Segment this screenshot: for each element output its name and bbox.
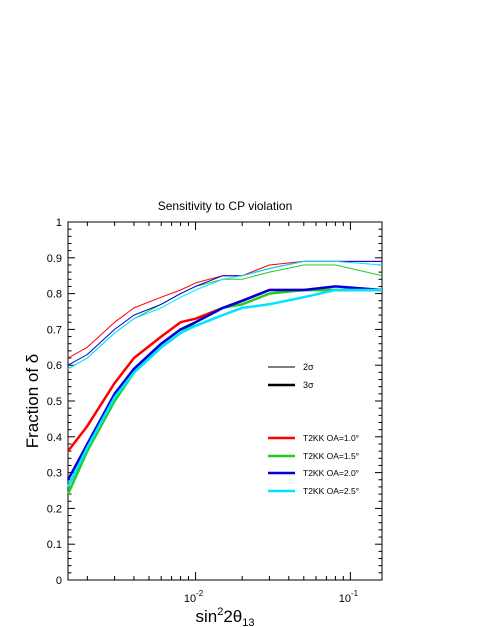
x-tick-label: 10-1	[339, 589, 359, 605]
legend-style-label: 3σ	[303, 380, 314, 390]
x-tick-label-base: 10	[339, 593, 351, 605]
x-axis-label-sub: 13	[242, 617, 254, 627]
legend: 2σ 3σ T2KK OA=1.0° T2KK OA=1.5° T2KK OA=2.0°…	[268, 362, 359, 496]
y-tick-label: 0	[56, 575, 62, 587]
x-axis-label-base: sin	[195, 607, 217, 626]
legend-label: T2KK OA=1.5°	[303, 451, 359, 461]
x-tick-label: 10-2	[184, 589, 204, 605]
y-tick-label: 0.9	[47, 253, 62, 265]
x-tick-label-base: 10	[184, 593, 196, 605]
y-tick-label: 0.5	[47, 396, 62, 408]
x-axis-label-mid: 2θ	[223, 607, 242, 626]
legend-label: T2KK OA=1.0°	[303, 433, 359, 443]
y-tick-label: 0.1	[47, 539, 62, 551]
y-tick-label: 0.6	[47, 360, 62, 372]
y-tick-label: 0.2	[47, 503, 62, 515]
legend-style-label: 2σ	[303, 362, 314, 372]
y-tick-label: 0.3	[47, 468, 62, 480]
series-line-3sigma	[66, 285, 383, 481]
x-axis: 10-2 10-1	[86, 222, 359, 605]
x-axis-label-sup: 2	[217, 606, 223, 618]
series-line-2sigma	[67, 260, 383, 370]
x-tick-label-exp: -2	[196, 589, 204, 598]
y-axis: 0 0.1 0.2 0.3 0.4 0.5 0.6 0.7 0.8 0.9 1	[47, 217, 382, 587]
series-layer	[66, 260, 383, 495]
x-axis-label: sin22θ13	[195, 606, 254, 627]
legend-label: T2KK OA=2.0°	[303, 468, 359, 478]
y-tick-label: 0.4	[47, 432, 62, 444]
legend-label: T2KK OA=2.5°	[303, 486, 359, 496]
y-axis-label: Fraction of δ	[23, 354, 42, 449]
chart-title: Sensitivity to CP violation	[158, 199, 293, 213]
x-tick-label-exp: -1	[351, 589, 359, 598]
series-line-3sigma	[66, 288, 382, 488]
y-tick-label: 0.8	[47, 289, 62, 301]
y-tick-label: 0.7	[47, 324, 62, 336]
y-tick-label: 1	[56, 217, 62, 229]
series-line-2sigma	[67, 264, 383, 370]
